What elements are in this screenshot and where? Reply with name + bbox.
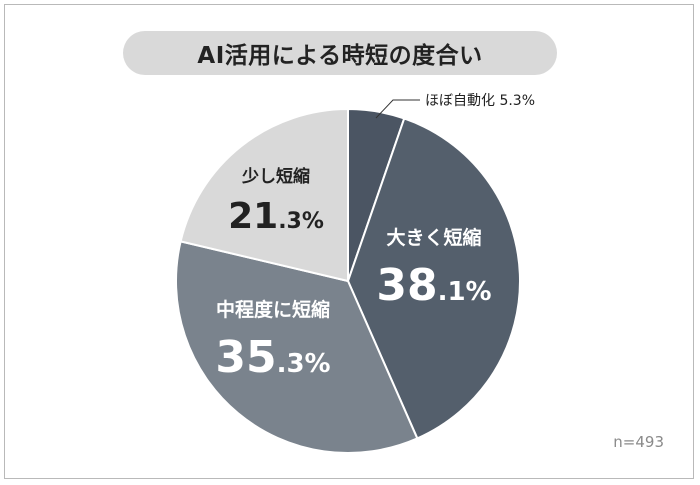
sample-size-note: n=493 (613, 433, 664, 451)
slice-2-value: 35.3% (215, 332, 330, 383)
slice-3-label: 少し短縮 (241, 166, 310, 187)
chart-title: AI活用による時短の度合い (123, 31, 557, 75)
pie-slice-1 (346, 117, 521, 440)
pie-slice-3 (179, 107, 349, 283)
slice-2-label: 中程度に短縮 (216, 298, 330, 321)
pie-slice-2 (175, 240, 419, 454)
slice-3-value: 21.3% (228, 196, 324, 237)
callout-leader-line (375, 99, 420, 119)
slice-0-callout-label: ほぼ自動化 5.3% (425, 93, 535, 109)
slice-1-label: 大きく短縮 (386, 226, 481, 249)
slice-1-value: 38.1% (376, 260, 491, 311)
